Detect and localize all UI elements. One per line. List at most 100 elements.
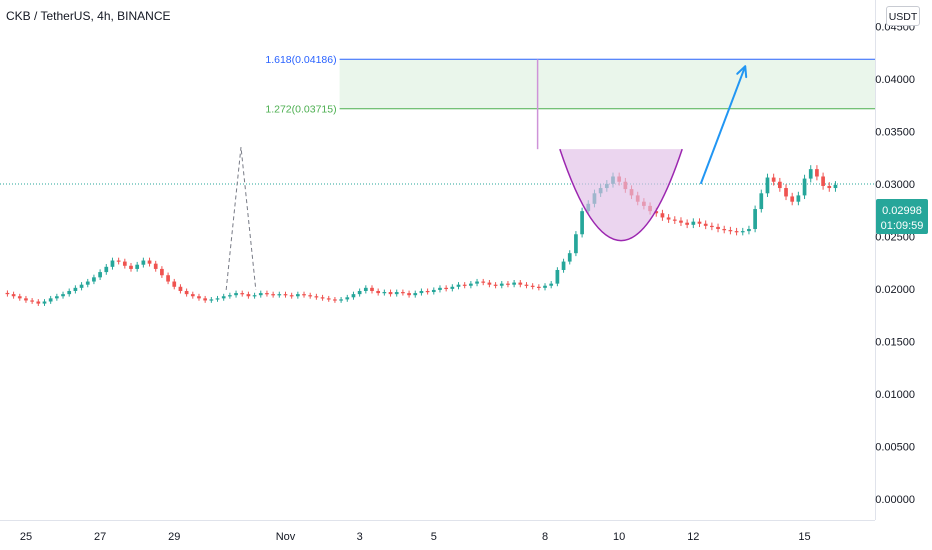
price-tick-label: 0.01500 — [875, 336, 915, 348]
candle-body — [308, 295, 313, 297]
candle-body — [438, 287, 442, 290]
candle-body — [407, 293, 411, 296]
time-tick-label: 15 — [798, 531, 810, 543]
candle-body — [166, 275, 170, 282]
candle-body — [691, 221, 696, 225]
candle-body — [197, 296, 201, 299]
candle-body — [734, 231, 739, 233]
countdown-value: 01:09:59 — [881, 220, 924, 232]
candle-body — [73, 287, 78, 291]
candle-body — [326, 298, 331, 300]
time-tick-label: 8 — [542, 531, 548, 543]
candle-body — [777, 181, 782, 189]
price-tick-label: 0.02000 — [875, 284, 915, 296]
candle-body — [771, 177, 776, 182]
candle-body — [24, 298, 28, 301]
candle-body — [833, 184, 838, 189]
candle-body — [258, 293, 263, 296]
candle-body — [716, 226, 720, 230]
candle-body — [524, 284, 529, 286]
candle-body — [815, 169, 819, 177]
current-price-tag-bg — [876, 199, 928, 234]
candle-body — [444, 287, 449, 290]
fib-level-label: 1.618(0.04186) — [265, 54, 336, 66]
candle-body — [104, 266, 109, 273]
candle-body — [228, 295, 232, 297]
candle-body — [703, 223, 708, 226]
candle-body — [753, 209, 757, 230]
candle-body — [536, 286, 541, 288]
candle-body — [543, 285, 547, 288]
candle-body — [493, 284, 498, 286]
candle-body — [54, 296, 59, 299]
candle-body — [747, 229, 751, 232]
candle-body — [265, 293, 269, 295]
candle-body — [147, 260, 152, 264]
candle-body — [203, 298, 208, 301]
currency-button[interactable]: USDT — [886, 6, 920, 26]
candle-body — [740, 231, 745, 233]
candle-body — [320, 297, 325, 299]
candle-body — [506, 283, 510, 285]
candle-body — [160, 268, 164, 276]
fib-target-zone — [339, 59, 875, 109]
candle-body — [555, 269, 560, 284]
candle-body — [314, 296, 319, 298]
cup-curve — [559, 148, 683, 242]
candle-body — [401, 292, 405, 294]
candle-body — [672, 219, 677, 221]
candle-body — [67, 290, 72, 295]
time-tick-label: 5 — [431, 531, 437, 543]
candle-body — [666, 217, 671, 220]
candle-body — [92, 277, 96, 282]
candle-body — [17, 296, 22, 299]
candle-body — [382, 292, 387, 294]
candle-body — [339, 299, 343, 301]
candle-body — [172, 281, 177, 287]
candle-body — [333, 299, 337, 301]
candle-body — [679, 220, 683, 223]
candle-body — [277, 294, 282, 296]
cup-pattern-layer — [559, 65, 748, 242]
candle-body — [295, 294, 300, 297]
target-zone-layer — [339, 59, 875, 109]
candle-body — [370, 287, 374, 291]
candle-body — [660, 213, 665, 218]
candle-body — [462, 284, 467, 286]
price-tick-label: 0.03000 — [875, 179, 915, 191]
candle-body — [419, 290, 424, 294]
reference-lines — [0, 58, 875, 290]
candle-body — [135, 264, 140, 269]
candle-body — [215, 298, 220, 300]
candle-body — [116, 260, 121, 262]
candle-body — [722, 229, 727, 231]
spike-annotation — [225, 147, 257, 290]
time-tick-label: 27 — [94, 531, 106, 543]
candle-body — [481, 281, 486, 283]
candle-body — [574, 234, 578, 254]
candle-body — [221, 296, 226, 299]
candle-body — [567, 253, 572, 262]
candle-body — [456, 284, 461, 287]
candle-body — [36, 301, 41, 304]
candle-body — [784, 188, 788, 197]
candle-body — [697, 221, 702, 224]
candle-body — [512, 282, 516, 285]
candle-body — [178, 286, 183, 291]
candle-body — [234, 293, 238, 296]
candle-body — [271, 294, 275, 296]
candle-body — [821, 176, 825, 186]
candle-body — [413, 293, 418, 296]
candle-body — [283, 294, 288, 296]
candle-body — [98, 272, 102, 278]
candle-body — [425, 290, 430, 293]
candle-body — [802, 178, 807, 196]
candle-body — [710, 225, 714, 228]
fib-labels: 1.618(0.04186) 1.272(0.03715) — [265, 54, 336, 115]
candle-body — [580, 211, 584, 235]
candle-body — [48, 298, 53, 302]
candle-body — [110, 260, 115, 267]
candle-body — [190, 294, 195, 297]
candle-body — [790, 196, 795, 202]
